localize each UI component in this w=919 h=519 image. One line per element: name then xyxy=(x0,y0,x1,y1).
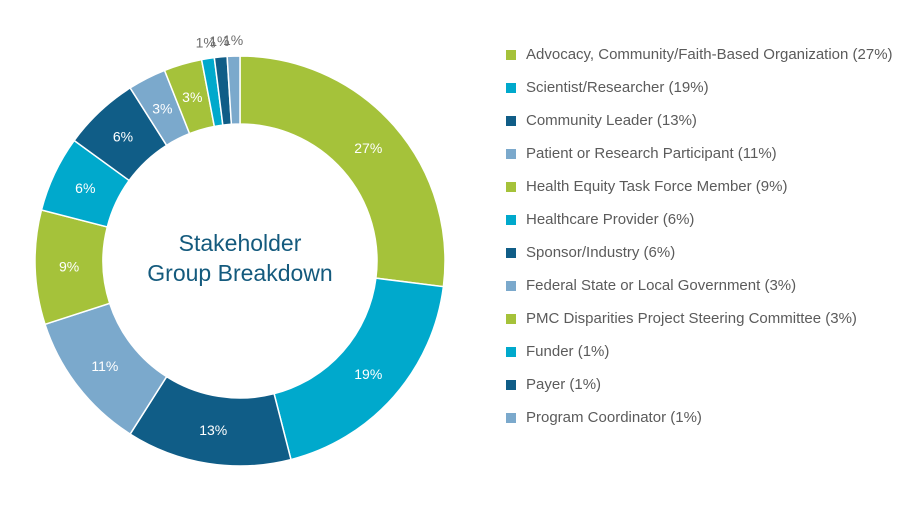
slice-label: 13% xyxy=(199,422,227,438)
chart-title: Stakeholder Group Breakdown xyxy=(100,228,380,288)
legend-item: Community Leader (13%) xyxy=(506,110,906,132)
legend-label: Program Coordinator (1%) xyxy=(526,409,702,426)
legend-swatch xyxy=(506,149,516,159)
slice-label: 9% xyxy=(59,258,79,274)
legend-label: PMC Disparities Project Steering Committ… xyxy=(526,310,857,327)
slice-label: 6% xyxy=(113,128,133,144)
legend-item: Patient or Research Participant (11%) xyxy=(506,143,906,165)
legend-item: Healthcare Provider (6%) xyxy=(506,209,906,231)
legend-label: Sponsor/Industry (6%) xyxy=(526,244,676,261)
legend-swatch xyxy=(506,413,516,423)
slice-label: 27% xyxy=(354,140,382,156)
legend-label: Payer (1%) xyxy=(526,376,602,393)
legend-swatch xyxy=(506,314,516,324)
donut-hole xyxy=(104,125,376,397)
legend-label: Advocacy, Community/Faith-Based Organiza… xyxy=(526,46,893,63)
slice-label: 3% xyxy=(182,89,202,105)
pie-slice xyxy=(226,55,241,126)
legend-item: Advocacy, Community/Faith-Based Organiza… xyxy=(506,44,906,66)
slice-label: 3% xyxy=(152,101,172,117)
legend-label: Federal State or Local Government (3%) xyxy=(526,277,797,294)
legend-swatch xyxy=(506,116,516,126)
legend-item: Payer (1%) xyxy=(506,374,906,396)
legend-label: Healthcare Provider (6%) xyxy=(526,211,695,228)
legend-swatch xyxy=(506,380,516,390)
slice-label: 6% xyxy=(75,180,95,196)
slice-label: 1% xyxy=(196,35,216,51)
legend-swatch xyxy=(506,281,516,291)
legend-swatch xyxy=(506,215,516,225)
chart-title-line-1: Stakeholder xyxy=(178,230,302,256)
slice-label: 11% xyxy=(91,358,118,374)
pie-slice xyxy=(239,55,446,288)
legend-swatch xyxy=(506,83,516,93)
legend-item: Funder (1%) xyxy=(506,341,906,363)
legend-swatch xyxy=(506,182,516,192)
legend-item: Program Coordinator (1%) xyxy=(506,407,906,429)
legend-swatch xyxy=(506,347,516,357)
legend-item: Scientist/Researcher (19%) xyxy=(506,77,906,99)
legend-item: Federal State or Local Government (3%) xyxy=(506,275,906,297)
legend-item: Sponsor/Industry (6%) xyxy=(506,242,906,264)
slice-label: 19% xyxy=(354,366,382,382)
legend-swatch xyxy=(506,248,516,258)
legend-label: Scientist/Researcher (19%) xyxy=(526,79,709,96)
legend-label: Health Equity Task Force Member (9%) xyxy=(526,178,788,195)
legend-label: Community Leader (13%) xyxy=(526,112,697,129)
legend-item: PMC Disparities Project Steering Committ… xyxy=(506,308,906,330)
legend-label: Funder (1%) xyxy=(526,343,610,360)
chart-legend: Advocacy, Community/Faith-Based Organiza… xyxy=(506,44,906,440)
legend-item: Health Equity Task Force Member (9%) xyxy=(506,176,906,198)
slice-label: 1% xyxy=(209,33,229,49)
legend-label: Patient or Research Participant (11%) xyxy=(526,145,777,162)
chart-title-line-2: Group Breakdown xyxy=(147,260,333,286)
legend-swatch xyxy=(506,50,516,60)
slice-label: 1% xyxy=(223,32,243,48)
